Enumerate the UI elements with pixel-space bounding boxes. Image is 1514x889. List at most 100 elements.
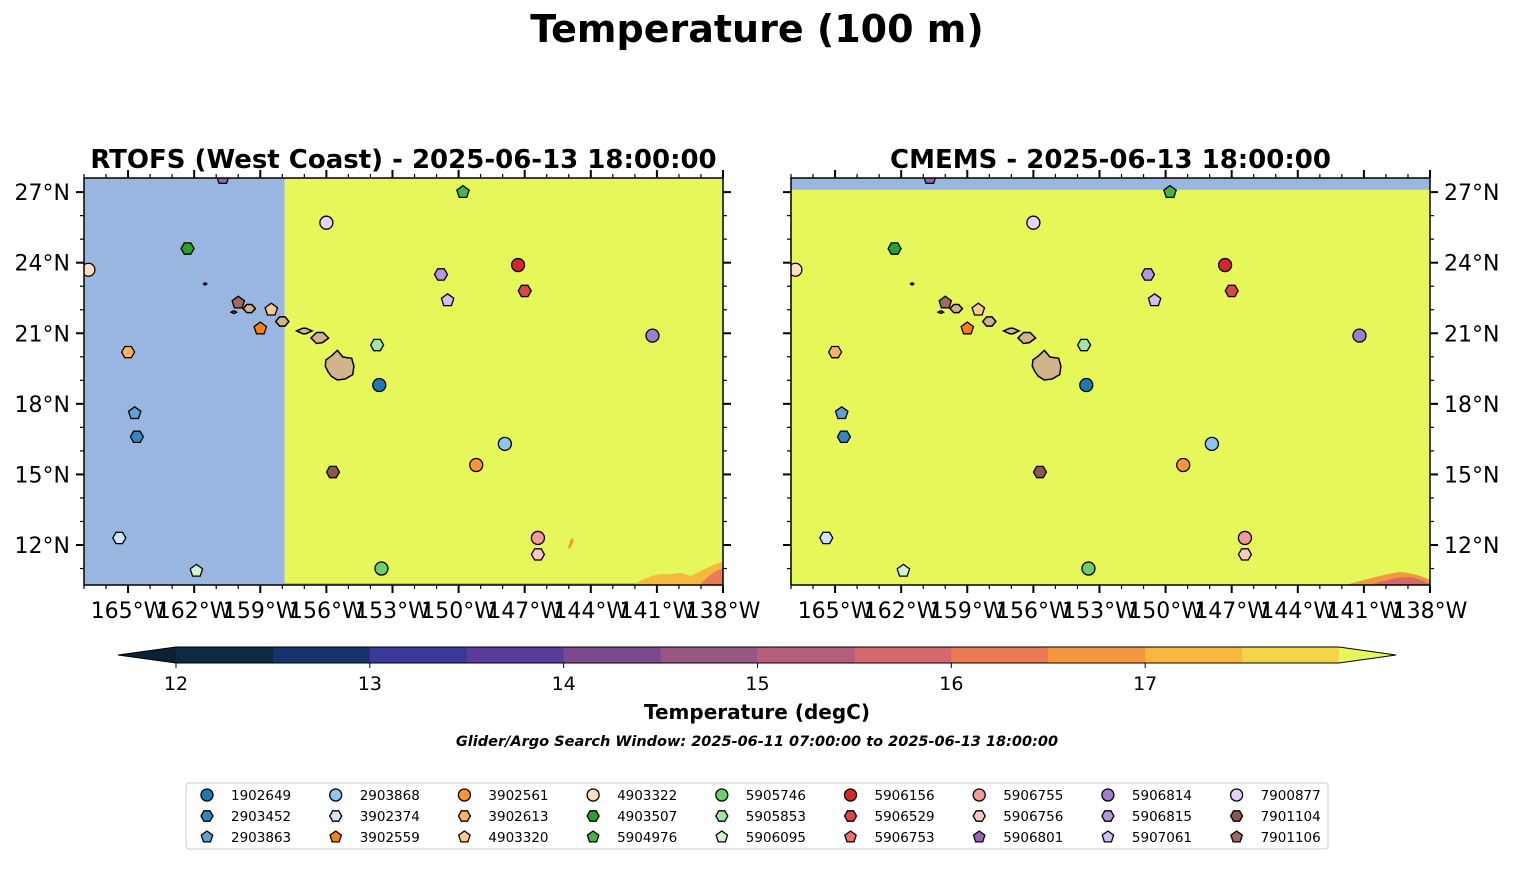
legend-marker [843,788,858,802]
legend-label: 3902561 [488,788,548,804]
colorbar-cell [466,647,565,663]
legend-item-5906156: 5906156 [843,788,935,804]
colorbar-cell [951,647,1049,663]
float-marker-4903320 [264,302,279,316]
island-7 [202,282,208,286]
island-7 [909,282,915,286]
legend-marker [200,810,214,822]
island-4 [981,316,997,327]
x-tick-label: 150°W [421,599,496,624]
float-markers [791,178,1367,577]
legend-item-3902374: 3902374 [328,809,420,825]
legend-marker [715,810,729,822]
legend-label: 5904976 [617,830,677,846]
legend-marker [1101,810,1115,822]
island-2 [1016,331,1037,345]
float-marker-5906815 [1140,268,1156,281]
float-marker-2903452 [836,430,852,444]
legend: 1902649 2903452 2903863 2903868 3902374 39025… [185,782,1329,850]
float-marker-3902561 [469,457,484,473]
search-window-note: Glider/Argo Search Window: 2025-06-11 07… [456,734,1058,750]
legend-item-4903322: 4903322 [586,788,677,804]
map-panel-rtofs: RTOFS (West Coast) - 2025-06-13 18:00:00… [15,145,761,624]
colorbar-cell [369,647,468,663]
y-tick-label: 15°N [15,463,70,488]
float-marker-5907061 [1147,292,1162,307]
float-marker-4903507 [180,242,195,255]
hawaiian-islands [909,282,1062,381]
legend-label: 5906156 [875,788,935,804]
y-tick-label: 24°N [15,252,70,277]
colorbar-cell [1145,647,1243,663]
colorbar-cell [563,647,662,663]
legend-marker [1229,788,1244,802]
legend-item-4903507: 4903507 [586,809,677,825]
x-tick-label: 138°W [686,599,761,624]
map-frame [83,177,724,586]
legend-label: 5906755 [1003,788,1063,804]
float-marker-5906814 [1352,328,1367,343]
x-tick-label: 147°W [487,599,562,624]
warm-patch-core [700,568,723,585]
legend-label: 5906801 [1003,830,1063,846]
map-frame [790,177,1431,586]
float-marker-5906815 [433,268,449,281]
x-tick-label: 147°W [1194,599,1269,624]
legend-label: 4903507 [617,809,677,825]
temperature-field [791,189,1430,585]
float-marker-5906529 [1224,284,1239,298]
float-markers [84,178,660,577]
float-marker-5905746 [1081,561,1096,576]
legend-label: 5906753 [875,830,935,846]
float-marker-5906756 [1237,548,1253,561]
float-marker-5906156 [1217,257,1233,273]
float-marker-5906095 [896,563,911,577]
colorbar-cell [660,647,758,663]
colorbar-tick-label: 13 [358,673,382,695]
colorbar-cell [757,647,855,663]
legend-marker [1101,830,1115,843]
y-tick-label: 12°N [15,534,70,559]
legend-marker [457,788,472,802]
legend-item-5906801: 5906801 [972,830,1063,846]
float-marker-5907061 [440,292,455,307]
island-3 [294,327,314,335]
legend-marker [586,830,600,843]
colorbar-tick-label: 12 [164,673,188,695]
panel-title-rtofs: RTOFS (West Coast) - 2025-06-13 18:00:00 [90,145,716,175]
float-marker-4903322 [791,262,803,277]
colorbar: 12 13 14 15 16 17 Temperature (degC) [117,646,1397,724]
legend-entries: 1902649 2903452 2903863 2903868 3902374 39025… [200,788,1321,846]
colorbar-cell [176,647,274,663]
float-marker-5906529 [517,284,532,298]
float-marker-7900877 [319,215,334,230]
legend-label: 4903322 [617,788,677,804]
float-marker-5906095 [189,563,204,577]
float-marker-5906156 [510,257,526,273]
shallow-bottom-strip [284,583,723,585]
float-marker-2903452 [129,430,145,444]
map-background-cmems [791,178,1430,585]
legend-marker [328,810,343,822]
y-tick-label: 21°N [15,322,70,347]
legend-item-5906753: 5906753 [844,830,935,846]
colorbar-over-arrow [1339,647,1396,663]
legend-item-7900877: 7900877 [1229,788,1321,804]
float-marker-7901104 [325,465,341,479]
colorbar-cell [1048,647,1146,663]
float-marker-5906801 [216,178,230,184]
x-tick-label: 141°W [620,599,695,624]
legend-marker [329,830,343,843]
x-tick-label: 156°W [996,599,1071,624]
float-marker-7901104 [1032,465,1048,479]
colorbar-ticks: 12 13 14 15 16 17 [164,663,1157,695]
island-2 [309,331,330,345]
x-tick-label: 153°W [355,599,430,624]
legend-marker [972,830,986,843]
colorbar-cells [117,646,1397,664]
x-tick-label: 165°W [798,599,873,624]
legend-item-3902559: 3902559 [329,830,420,846]
island-1 [1031,349,1062,381]
legend-item-5906095: 5906095 [715,830,806,846]
island-5 [242,303,257,314]
